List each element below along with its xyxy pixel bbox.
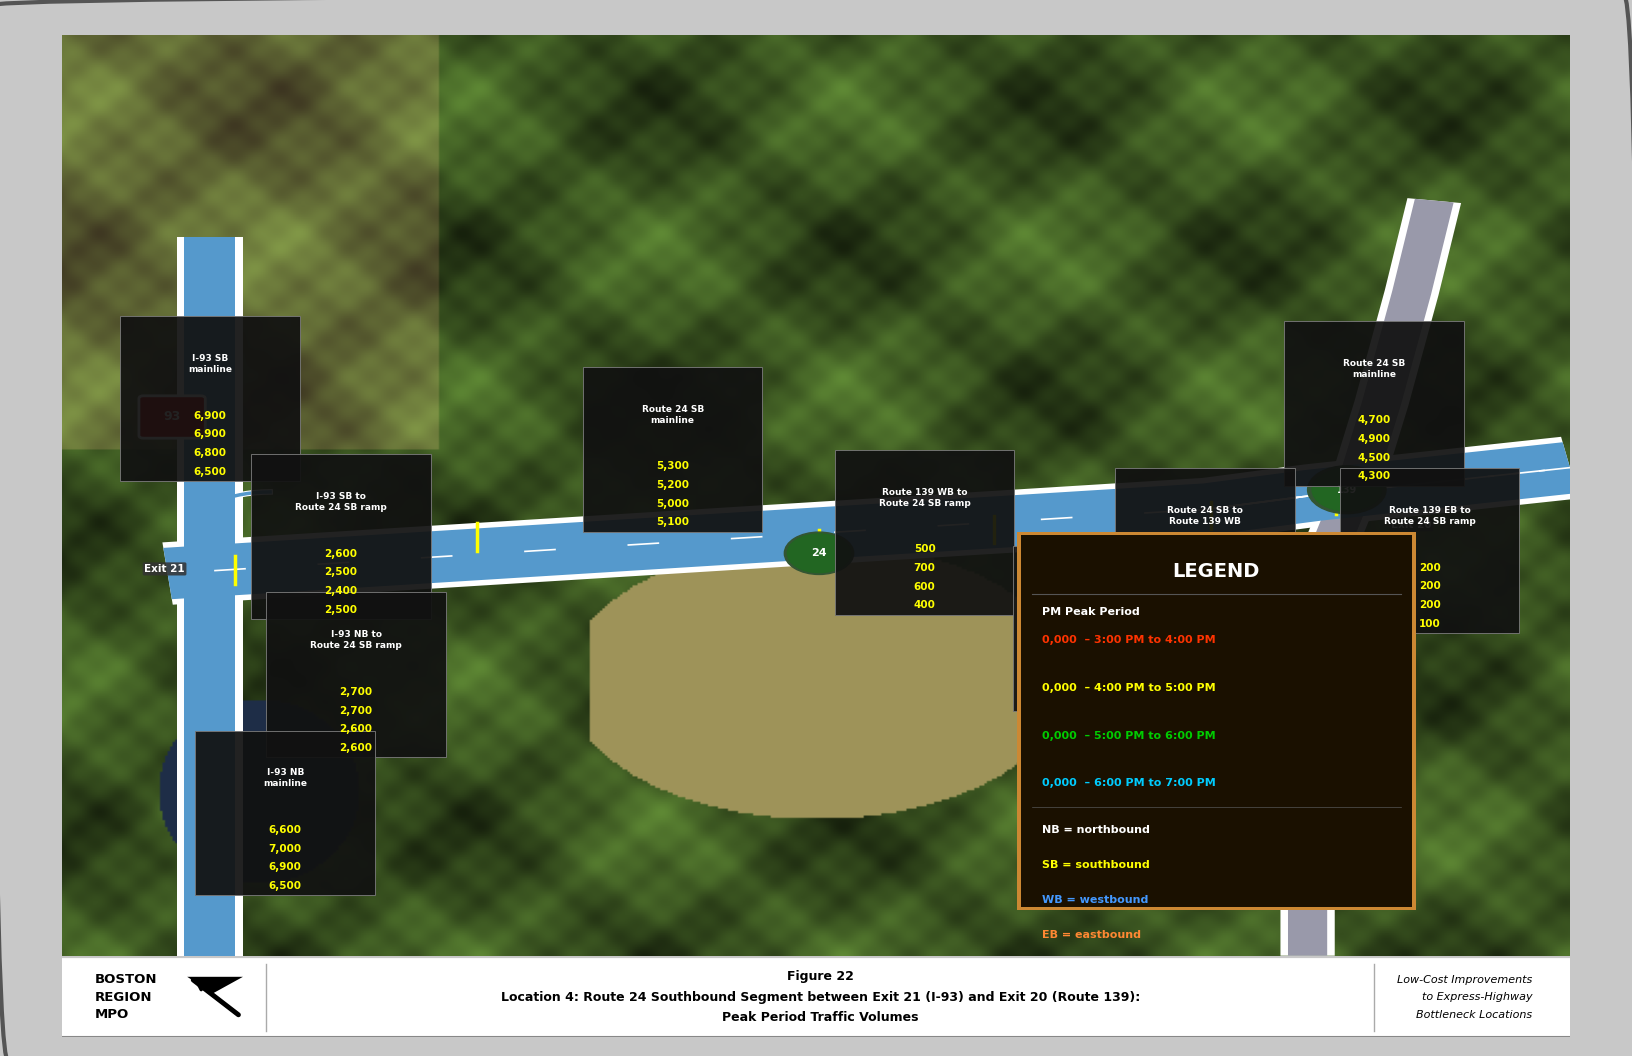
Circle shape bbox=[785, 532, 854, 574]
Text: EB = eastbound: EB = eastbound bbox=[1043, 929, 1141, 940]
FancyBboxPatch shape bbox=[1284, 321, 1464, 486]
FancyBboxPatch shape bbox=[1022, 534, 1412, 907]
Text: BOSTON: BOSTON bbox=[95, 974, 158, 986]
Text: 6,900: 6,900 bbox=[193, 430, 227, 439]
Text: 2,400: 2,400 bbox=[325, 586, 357, 597]
Text: 2,500: 2,500 bbox=[325, 567, 357, 578]
FancyBboxPatch shape bbox=[54, 958, 1578, 1037]
Text: 4,900: 4,900 bbox=[1358, 434, 1390, 444]
Text: 500: 500 bbox=[1195, 581, 1216, 591]
Text: REGION: REGION bbox=[95, 991, 153, 1004]
FancyBboxPatch shape bbox=[121, 316, 300, 480]
Text: 6,500: 6,500 bbox=[269, 881, 302, 891]
Text: 0,000  – 6:00 PM to 7:00 PM: 0,000 – 6:00 PM to 7:00 PM bbox=[1043, 778, 1216, 789]
Text: I-93 SB
mainline: I-93 SB mainline bbox=[188, 354, 232, 374]
Text: 5,000: 5,000 bbox=[656, 498, 689, 509]
Text: 6,600: 6,600 bbox=[269, 825, 302, 835]
Text: 93: 93 bbox=[163, 411, 181, 423]
Text: WB = westbound: WB = westbound bbox=[1043, 894, 1149, 905]
FancyBboxPatch shape bbox=[1115, 468, 1294, 633]
Text: I-93 SB to
Route 24 SB ramp: I-93 SB to Route 24 SB ramp bbox=[295, 492, 387, 512]
Text: 2,600: 2,600 bbox=[339, 724, 372, 734]
Text: 6,800: 6,800 bbox=[193, 448, 227, 458]
Text: 139: 139 bbox=[1337, 485, 1356, 495]
Text: Route 24 SB to
Route 139 EB ramp: Route 24 SB to Route 139 EB ramp bbox=[1054, 584, 1151, 604]
Polygon shape bbox=[163, 437, 1578, 605]
Text: 5,100: 5,100 bbox=[656, 517, 689, 527]
Text: PM Peak Period: PM Peak Period bbox=[1043, 607, 1139, 617]
Text: 6,500: 6,500 bbox=[193, 467, 227, 476]
Polygon shape bbox=[163, 442, 1577, 599]
Text: 400: 400 bbox=[914, 600, 935, 610]
Text: 2,700: 2,700 bbox=[339, 705, 372, 716]
Text: Route 139 EB to
Route 24 SB ramp: Route 139 EB to Route 24 SB ramp bbox=[1384, 506, 1475, 526]
Text: 600: 600 bbox=[914, 582, 935, 591]
Text: 4,700: 4,700 bbox=[1358, 415, 1390, 426]
Text: 0,000  – 5:00 PM to 6:00 PM: 0,000 – 5:00 PM to 6:00 PM bbox=[1043, 731, 1216, 740]
Text: 200: 200 bbox=[1418, 581, 1441, 591]
Text: Bottleneck Locations: Bottleneck Locations bbox=[1417, 1010, 1532, 1020]
Polygon shape bbox=[176, 238, 243, 956]
Text: 800: 800 bbox=[1092, 678, 1113, 689]
Text: 0,000  – 3:00 PM to 4:00 PM: 0,000 – 3:00 PM to 4:00 PM bbox=[1043, 635, 1216, 645]
Text: 6,900: 6,900 bbox=[193, 411, 227, 420]
Circle shape bbox=[787, 534, 850, 572]
Circle shape bbox=[1307, 466, 1386, 513]
Text: Figure 22: Figure 22 bbox=[787, 970, 854, 983]
Text: Route 24 SB to
Route 139 WB: Route 24 SB to Route 139 WB bbox=[1167, 506, 1244, 526]
Circle shape bbox=[1312, 469, 1382, 511]
Text: Exit 20: Exit 20 bbox=[1392, 520, 1431, 530]
Text: 800: 800 bbox=[1092, 641, 1113, 650]
Text: 2,500: 2,500 bbox=[325, 605, 357, 615]
Text: 2,600: 2,600 bbox=[325, 549, 357, 559]
Text: 500: 500 bbox=[1195, 600, 1216, 610]
Text: 7,000: 7,000 bbox=[269, 844, 302, 853]
Text: Route 24 SB
mainline: Route 24 SB mainline bbox=[1343, 359, 1405, 379]
Polygon shape bbox=[1288, 199, 1454, 956]
Polygon shape bbox=[184, 238, 235, 956]
FancyBboxPatch shape bbox=[1013, 546, 1193, 711]
Text: Low-Cost Improvements: Low-Cost Improvements bbox=[1397, 975, 1532, 985]
FancyBboxPatch shape bbox=[266, 592, 446, 757]
Text: 500: 500 bbox=[1195, 619, 1216, 628]
Text: 500: 500 bbox=[914, 544, 935, 554]
FancyBboxPatch shape bbox=[251, 454, 431, 619]
Text: SB = southbound: SB = southbound bbox=[1043, 860, 1151, 869]
Text: Location 4: Route 24 Southbound Segment between Exit 21 (I-93) and Exit 20 (Rout: Location 4: Route 24 Southbound Segment … bbox=[501, 991, 1141, 1004]
Text: MPO: MPO bbox=[95, 1008, 129, 1021]
FancyBboxPatch shape bbox=[1017, 532, 1417, 909]
FancyBboxPatch shape bbox=[836, 450, 1015, 615]
Text: 2,600: 2,600 bbox=[339, 743, 372, 753]
FancyBboxPatch shape bbox=[139, 396, 206, 438]
Text: to Express-Highway: to Express-Highway bbox=[1421, 993, 1532, 1002]
Text: 4,500: 4,500 bbox=[1358, 453, 1390, 463]
Polygon shape bbox=[188, 977, 243, 994]
Text: 24: 24 bbox=[811, 548, 827, 559]
Text: 800: 800 bbox=[1092, 697, 1113, 706]
Text: 500: 500 bbox=[1195, 563, 1216, 572]
Text: 200: 200 bbox=[1418, 563, 1441, 572]
Text: 100: 100 bbox=[1418, 619, 1441, 628]
Text: Exit 21: Exit 21 bbox=[144, 564, 184, 573]
Text: LEGEND: LEGEND bbox=[1173, 562, 1260, 581]
FancyBboxPatch shape bbox=[196, 731, 375, 895]
Polygon shape bbox=[1281, 199, 1461, 956]
Text: NB = northbound: NB = northbound bbox=[1043, 825, 1151, 834]
Text: Peak Period Traffic Volumes: Peak Period Traffic Volumes bbox=[723, 1012, 919, 1024]
Text: 2,700: 2,700 bbox=[339, 686, 372, 697]
Text: 6,900: 6,900 bbox=[269, 863, 302, 872]
Text: 5,300: 5,300 bbox=[656, 461, 689, 471]
Text: I-93 NB to
Route 24 SB ramp: I-93 NB to Route 24 SB ramp bbox=[310, 630, 401, 650]
FancyBboxPatch shape bbox=[1340, 468, 1519, 633]
Text: 700: 700 bbox=[914, 563, 935, 572]
Text: Route 139 WB to
Route 24 SB ramp: Route 139 WB to Route 24 SB ramp bbox=[878, 488, 971, 508]
Text: 200: 200 bbox=[1418, 600, 1441, 610]
Text: 700: 700 bbox=[1092, 660, 1113, 670]
Text: I-93 NB
mainline: I-93 NB mainline bbox=[263, 769, 307, 789]
Text: 0,000  – 4:00 PM to 5:00 PM: 0,000 – 4:00 PM to 5:00 PM bbox=[1043, 683, 1216, 693]
Text: 5,200: 5,200 bbox=[656, 480, 689, 490]
Text: Route 24 SB
mainline: Route 24 SB mainline bbox=[641, 404, 703, 425]
Text: 4,300: 4,300 bbox=[1358, 471, 1390, 482]
FancyBboxPatch shape bbox=[583, 366, 762, 531]
